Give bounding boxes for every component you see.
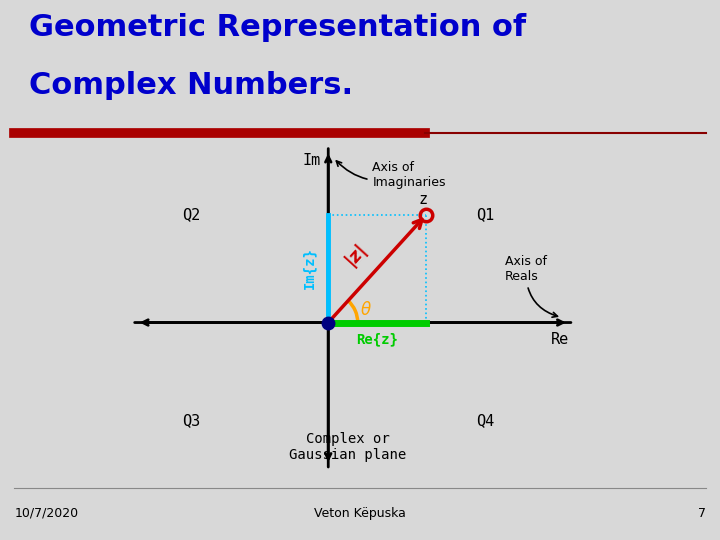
- Text: |z|: |z|: [341, 240, 371, 269]
- Text: Re{z}: Re{z}: [356, 332, 398, 346]
- Text: Q3: Q3: [181, 413, 200, 428]
- Text: Q4: Q4: [476, 413, 495, 428]
- Text: Veton Këpuska: Veton Këpuska: [314, 507, 406, 520]
- Text: 7: 7: [698, 507, 706, 520]
- Text: Geometric Representation of: Geometric Representation of: [29, 13, 526, 42]
- Text: Im: Im: [302, 153, 320, 168]
- Text: Q1: Q1: [476, 207, 495, 222]
- Text: z: z: [419, 192, 428, 207]
- Text: θ: θ: [361, 301, 371, 319]
- Text: Q2: Q2: [181, 207, 200, 222]
- Text: Re: Re: [551, 332, 569, 347]
- Text: Complex or
Gaussian plane: Complex or Gaussian plane: [289, 432, 407, 462]
- Text: Axis of
Imaginaries: Axis of Imaginaries: [336, 160, 446, 188]
- Text: 10/7/2020: 10/7/2020: [14, 507, 78, 520]
- Text: Im{z}: Im{z}: [302, 247, 317, 289]
- Text: Axis of
Reals: Axis of Reals: [505, 254, 557, 317]
- Text: Complex Numbers.: Complex Numbers.: [29, 71, 353, 100]
